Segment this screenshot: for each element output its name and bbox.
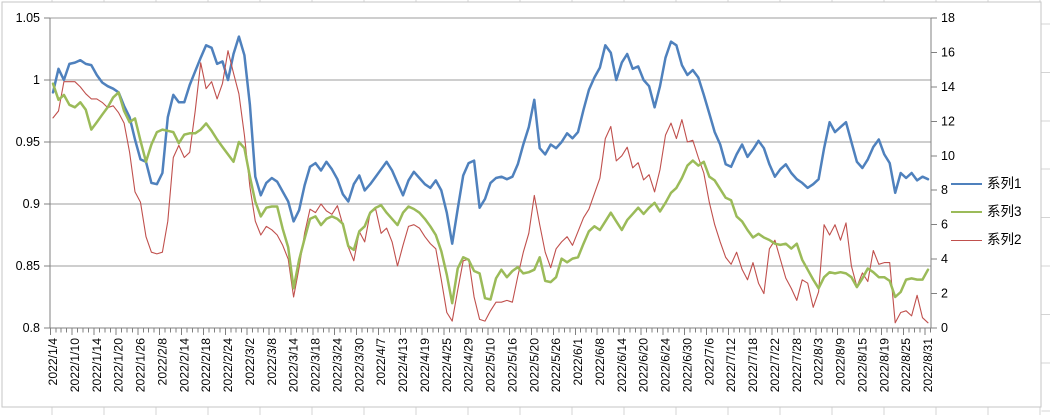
series-line-系列2 — [52, 50, 929, 324]
svg-text:2022/1/4: 2022/1/4 — [46, 338, 60, 386]
svg-text:0.8: 0.8 — [23, 321, 40, 335]
svg-text:2022/7/6: 2022/7/6 — [702, 338, 716, 386]
svg-text:1.05: 1.05 — [16, 11, 40, 25]
svg-text:2022/6/1: 2022/6/1 — [571, 338, 585, 386]
svg-text:2022/6/24: 2022/6/24 — [659, 338, 673, 392]
svg-text:2022/6/14: 2022/6/14 — [615, 338, 629, 392]
legend-label: 系列3 — [987, 204, 1022, 220]
series-swatch-icon — [951, 183, 982, 185]
svg-text:2022/3/14: 2022/3/14 — [287, 338, 301, 392]
series-swatch-icon — [951, 239, 982, 241]
svg-text:2022/6/30: 2022/6/30 — [680, 338, 694, 392]
svg-text:2022/1/14: 2022/1/14 — [90, 338, 104, 392]
svg-text:2022/8/25: 2022/8/25 — [899, 338, 913, 392]
svg-text:2: 2 — [941, 287, 948, 301]
svg-text:2022/7/22: 2022/7/22 — [768, 338, 782, 392]
svg-text:2022/4/25: 2022/4/25 — [440, 338, 454, 392]
legend-label: 系列1 — [987, 176, 1022, 192]
series-line-系列3 — [51, 82, 930, 305]
svg-text:2022/8/31: 2022/8/31 — [921, 338, 935, 392]
svg-text:2022/3/24: 2022/3/24 — [330, 338, 344, 392]
svg-text:6: 6 — [941, 218, 948, 232]
svg-text:0.85: 0.85 — [16, 259, 40, 273]
legend-label: 系列2 — [987, 232, 1022, 248]
series-line-系列1 — [51, 35, 930, 245]
svg-text:2022/4/7: 2022/4/7 — [374, 338, 388, 386]
svg-text:2022/8/9: 2022/8/9 — [834, 338, 848, 386]
svg-text:2022/3/30: 2022/3/30 — [352, 338, 366, 392]
legend: 系列1 系列3 系列2 — [951, 170, 1022, 254]
svg-text:14: 14 — [941, 80, 955, 94]
svg-text:18: 18 — [941, 11, 955, 25]
svg-text:2022/5/16: 2022/5/16 — [505, 338, 519, 392]
legend-item-系列1[interactable]: 系列1 — [951, 170, 1022, 198]
svg-text:2022/8/3: 2022/8/3 — [812, 338, 826, 386]
svg-text:2022/3/8: 2022/3/8 — [265, 338, 279, 386]
svg-text:2022/6/8: 2022/6/8 — [593, 338, 607, 386]
svg-text:4: 4 — [941, 252, 948, 266]
svg-text:1: 1 — [33, 73, 40, 87]
svg-text:0.9: 0.9 — [23, 197, 40, 211]
svg-text:2022/4/13: 2022/4/13 — [396, 338, 410, 392]
svg-text:2022/5/20: 2022/5/20 — [527, 338, 541, 392]
svg-text:2022/1/10: 2022/1/10 — [68, 338, 82, 392]
series-swatch-icon — [951, 211, 982, 213]
svg-text:2022/5/10: 2022/5/10 — [484, 338, 498, 392]
svg-text:2022/2/24: 2022/2/24 — [221, 338, 235, 392]
svg-text:8: 8 — [941, 183, 948, 197]
svg-text:0.95: 0.95 — [16, 135, 40, 149]
svg-text:2022/5/26: 2022/5/26 — [549, 338, 563, 392]
svg-text:10: 10 — [941, 149, 955, 163]
svg-text:2022/2/18: 2022/2/18 — [199, 338, 213, 392]
svg-text:2022/4/29: 2022/4/29 — [462, 338, 476, 392]
svg-text:2022/3/2: 2022/3/2 — [243, 338, 257, 386]
svg-text:2022/7/12: 2022/7/12 — [724, 338, 738, 392]
svg-text:2022/8/15: 2022/8/15 — [855, 338, 869, 392]
svg-text:12: 12 — [941, 114, 955, 128]
svg-text:2022/6/20: 2022/6/20 — [637, 338, 651, 392]
svg-text:2022/2/14: 2022/2/14 — [177, 338, 191, 392]
svg-text:2022/8/19: 2022/8/19 — [877, 338, 891, 392]
svg-text:2022/7/28: 2022/7/28 — [790, 338, 804, 392]
svg-text:2022/3/18: 2022/3/18 — [309, 338, 323, 392]
svg-text:16: 16 — [941, 45, 955, 59]
svg-text:2022/1/26: 2022/1/26 — [134, 338, 148, 392]
svg-text:2022/7/18: 2022/7/18 — [746, 338, 760, 392]
svg-text:0: 0 — [941, 321, 948, 335]
svg-text:2022/4/19: 2022/4/19 — [418, 338, 432, 392]
legend-item-系列2[interactable]: 系列2 — [951, 226, 1022, 254]
svg-text:2022/1/20: 2022/1/20 — [112, 338, 126, 392]
legend-item-系列3[interactable]: 系列3 — [951, 198, 1022, 226]
svg-text:2022/2/8: 2022/2/8 — [155, 338, 169, 386]
